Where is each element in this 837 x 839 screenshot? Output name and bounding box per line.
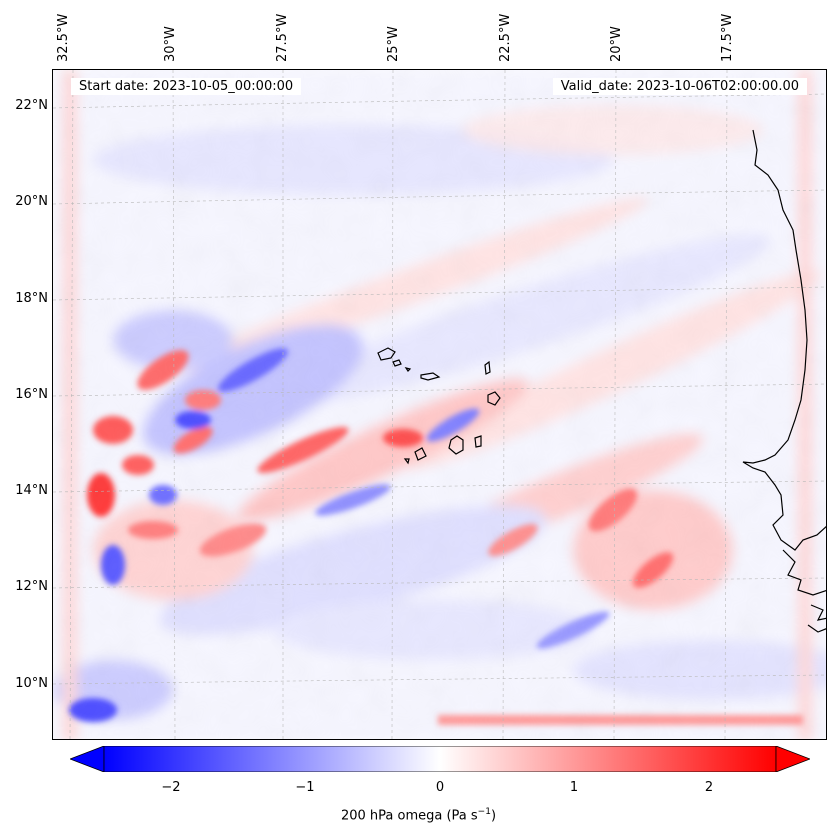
lon-label-32-5w: 32.5°W bbox=[56, 13, 71, 62]
start-date-label: Start date: 2023-10-05_00:00:00 bbox=[71, 78, 302, 95]
colorbar-extend-min bbox=[70, 746, 105, 772]
lat-label-14n: 14°N bbox=[15, 483, 48, 498]
colorbar-tick-neg2: −2 bbox=[161, 780, 181, 795]
colorbar-tick-neg1: −1 bbox=[295, 780, 315, 795]
island-sal bbox=[484, 360, 491, 375]
colorbar-label-close: ) bbox=[490, 808, 497, 824]
colorbar-extend-max bbox=[775, 746, 810, 772]
island-sao-tiago bbox=[448, 435, 464, 455]
cape-verde-islands bbox=[377, 347, 501, 465]
lat-label-22n: 22°N bbox=[15, 98, 48, 113]
colorbar-gradient bbox=[103, 746, 777, 772]
lat-label-12n: 12°N bbox=[15, 579, 48, 594]
island-santo-antao bbox=[377, 347, 396, 361]
colorbar-label: 200 hPa omega (Pa s−1) bbox=[0, 807, 837, 823]
colorbar bbox=[70, 746, 810, 772]
valid-date-label: Valid_date: 2023-10-06T02:00:00.00 bbox=[552, 78, 807, 95]
colorbar-tick-2: 2 bbox=[704, 780, 714, 795]
lon-label-25w: 25°W bbox=[386, 26, 401, 62]
island-santa-luzia bbox=[404, 367, 412, 372]
colorbar-tick-1: 1 bbox=[569, 780, 579, 795]
island-sao-vicente bbox=[392, 359, 402, 367]
lon-label-20w: 20°W bbox=[609, 26, 624, 62]
island-fogo bbox=[414, 447, 427, 461]
lat-label-16n: 16°N bbox=[15, 387, 48, 402]
island-brava bbox=[403, 458, 410, 465]
lat-label-18n: 18°N bbox=[15, 291, 48, 306]
colorbar-tick-0: 0 bbox=[435, 780, 445, 795]
colorbar-label-exponent: −1 bbox=[477, 807, 491, 817]
island-maio bbox=[474, 435, 482, 448]
island-boa-vista bbox=[487, 391, 501, 406]
lon-label-22-5w: 22.5°W bbox=[498, 13, 513, 62]
map-panel[interactable] bbox=[52, 69, 827, 740]
graticule bbox=[53, 70, 826, 739]
island-sao-nicolau bbox=[420, 372, 441, 381]
lon-label-17-5w: 17.5°W bbox=[720, 13, 735, 62]
lat-label-20n: 20°N bbox=[15, 194, 48, 209]
lat-label-10n: 10°N bbox=[15, 676, 48, 691]
lon-label-27-5w: 27.5°W bbox=[275, 13, 290, 62]
omega-field-map bbox=[53, 70, 826, 739]
lon-label-30w: 30°W bbox=[163, 26, 178, 62]
coastline bbox=[742, 129, 826, 633]
colorbar-label-text: 200 hPa omega (Pa s bbox=[340, 808, 478, 824]
field-texture bbox=[53, 70, 826, 739]
